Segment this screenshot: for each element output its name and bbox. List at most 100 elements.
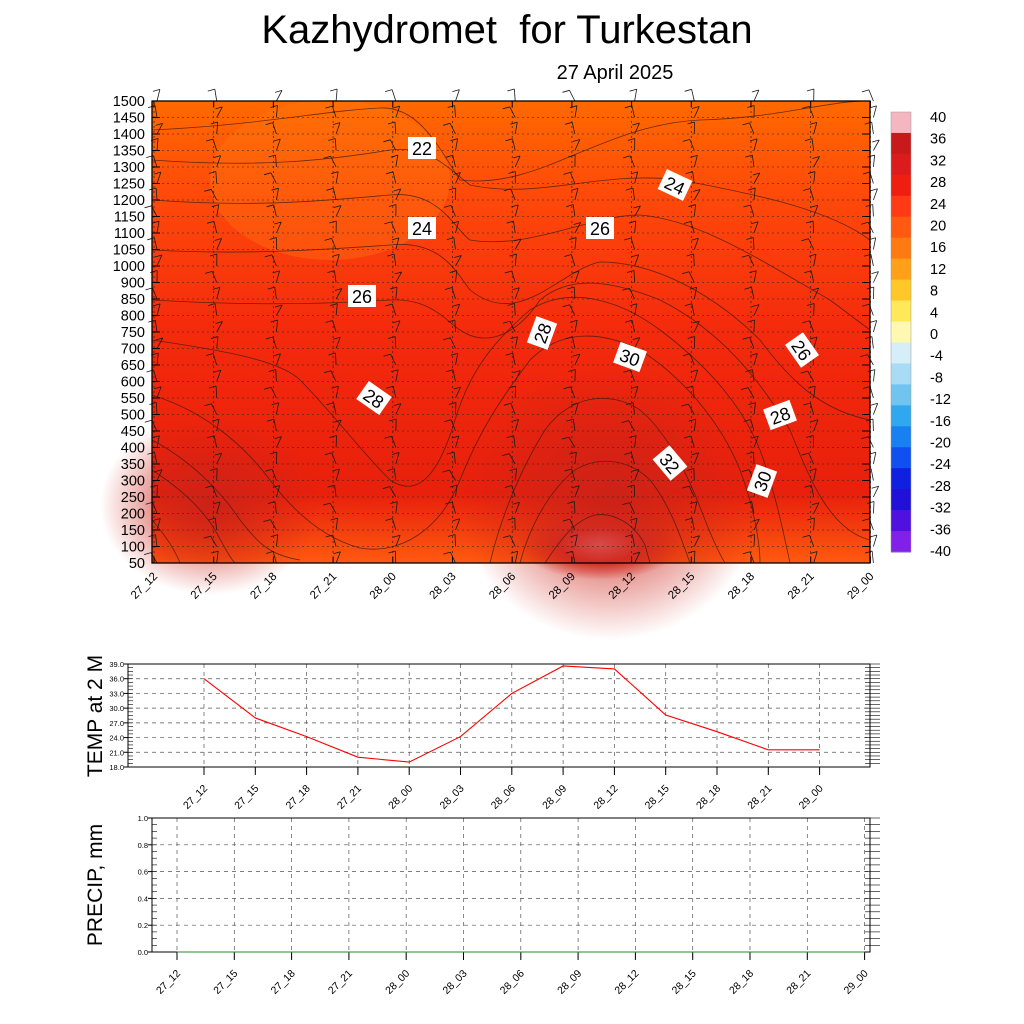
wind-barb-flag bbox=[505, 352, 513, 356]
wind-barb-flag bbox=[155, 123, 163, 126]
wind-barb-flag bbox=[682, 485, 690, 489]
wind-barb bbox=[693, 550, 696, 564]
contour-label: 26 bbox=[348, 285, 376, 307]
panel-x-tick-label: 28_00 bbox=[383, 968, 412, 997]
wind-barb bbox=[693, 155, 698, 168]
colorbar-label: -20 bbox=[930, 436, 951, 452]
panel-x-tick-label: 28_21 bbox=[784, 968, 813, 997]
wind-barb-flag bbox=[502, 453, 510, 456]
contour-label-box bbox=[657, 169, 693, 201]
wind-barb-flag bbox=[446, 451, 455, 455]
wind-barb bbox=[629, 502, 635, 514]
wind-barb-flag bbox=[748, 402, 756, 405]
wind-barb-flag bbox=[446, 237, 454, 241]
wind-barb-flag bbox=[324, 237, 332, 241]
x-tick-label: 28_00 bbox=[368, 571, 399, 602]
wind-barb bbox=[335, 419, 342, 432]
wind-barb bbox=[455, 518, 461, 531]
y-tick-label: 350 bbox=[121, 457, 145, 473]
wind-barb bbox=[455, 353, 459, 366]
panel-y-tick-label: 0.8 bbox=[138, 841, 148, 850]
wind-barb bbox=[333, 188, 337, 201]
wind-barb bbox=[751, 287, 755, 300]
colorbar-label: 36 bbox=[930, 132, 946, 148]
wind-barb-flag bbox=[266, 418, 275, 422]
contour-label-box bbox=[586, 217, 614, 239]
wind-barb-flag bbox=[804, 138, 813, 142]
colorbar-swatch bbox=[891, 321, 911, 343]
wind-barb-flag bbox=[810, 204, 818, 208]
wind-barb bbox=[632, 188, 635, 201]
y-tick-label: 1450 bbox=[113, 111, 145, 127]
wind-barb-flag bbox=[447, 534, 456, 537]
wind-barb-flag bbox=[211, 204, 219, 208]
wind-barb-flag bbox=[271, 187, 279, 191]
wind-barb-flag bbox=[687, 550, 696, 554]
panel-y-tick-label: 18.0 bbox=[109, 763, 124, 772]
colorbar-swatch bbox=[891, 195, 911, 218]
contour-line bbox=[151, 335, 761, 564]
wind-barb-flag bbox=[206, 353, 214, 356]
wind-barb bbox=[156, 138, 159, 151]
wind-barb bbox=[691, 303, 695, 316]
y-tick-label: 150 bbox=[121, 523, 145, 539]
wind-barb-flag bbox=[389, 286, 398, 290]
wind-barb bbox=[395, 369, 399, 382]
wind-barb-flag bbox=[332, 254, 340, 257]
wind-barb bbox=[455, 485, 458, 498]
wind-barb bbox=[569, 304, 576, 316]
wind-barb bbox=[395, 501, 398, 514]
wind-barb-flag bbox=[211, 550, 219, 554]
colorbar-label: 12 bbox=[930, 262, 946, 278]
wind-barb bbox=[689, 353, 695, 366]
colorbar-label: -32 bbox=[930, 501, 951, 517]
wind-barb-flag bbox=[509, 468, 517, 471]
wind-barb-flag bbox=[392, 105, 400, 109]
wind-barb bbox=[514, 370, 521, 382]
wind-barb-flag bbox=[210, 336, 219, 339]
wind-barb bbox=[331, 238, 337, 250]
wind-barb bbox=[572, 204, 576, 217]
wind-barb bbox=[511, 270, 516, 283]
wind-barb-flag bbox=[624, 452, 632, 455]
contour-line bbox=[151, 297, 791, 564]
contour-label-box bbox=[784, 332, 820, 368]
wind-barb bbox=[514, 155, 521, 168]
wind-barb bbox=[574, 534, 578, 547]
wind-barb bbox=[753, 270, 757, 283]
wind-barb-flag bbox=[626, 402, 634, 405]
contour-line bbox=[151, 194, 871, 331]
colorbar-swatch bbox=[891, 112, 911, 134]
panel-x-tick-label: 28_03 bbox=[437, 783, 466, 812]
colorbar-swatch bbox=[891, 132, 911, 155]
colorbar-swatch bbox=[891, 426, 911, 448]
wind-barb bbox=[330, 370, 337, 382]
warm-core-center bbox=[460, 360, 760, 640]
wind-barb-flag bbox=[328, 352, 336, 356]
y-tick-label: 1000 bbox=[113, 259, 145, 275]
wind-barb bbox=[693, 189, 701, 201]
wind-barb-flag bbox=[325, 320, 333, 323]
y-tick-label: 1100 bbox=[114, 226, 145, 242]
wind-barb-flag bbox=[741, 469, 750, 473]
wind-barb-flag bbox=[570, 534, 578, 538]
wind-barb-flag bbox=[752, 172, 760, 176]
wind-barb-flag bbox=[744, 501, 752, 505]
colorbar: 4036322824201612840-4-8-12-16-20-24-28-3… bbox=[890, 110, 951, 560]
contour-label: 28 bbox=[763, 399, 797, 431]
wind-barb bbox=[873, 105, 877, 118]
wind-barb bbox=[452, 369, 456, 382]
wind-barb bbox=[810, 402, 815, 415]
contour-line bbox=[151, 469, 236, 564]
wind-barb bbox=[216, 106, 223, 118]
wind-barb bbox=[633, 270, 635, 283]
wind-barb-flag bbox=[631, 254, 639, 258]
wind-barb-flag bbox=[691, 237, 699, 241]
wind-barb-flag bbox=[443, 551, 451, 555]
wind-barb bbox=[335, 337, 341, 349]
wind-barb bbox=[514, 204, 519, 217]
wind-barb bbox=[514, 238, 522, 250]
colorbar-swatch bbox=[891, 237, 911, 260]
wind-barb bbox=[393, 468, 397, 481]
wind-barb-flag bbox=[211, 418, 220, 422]
